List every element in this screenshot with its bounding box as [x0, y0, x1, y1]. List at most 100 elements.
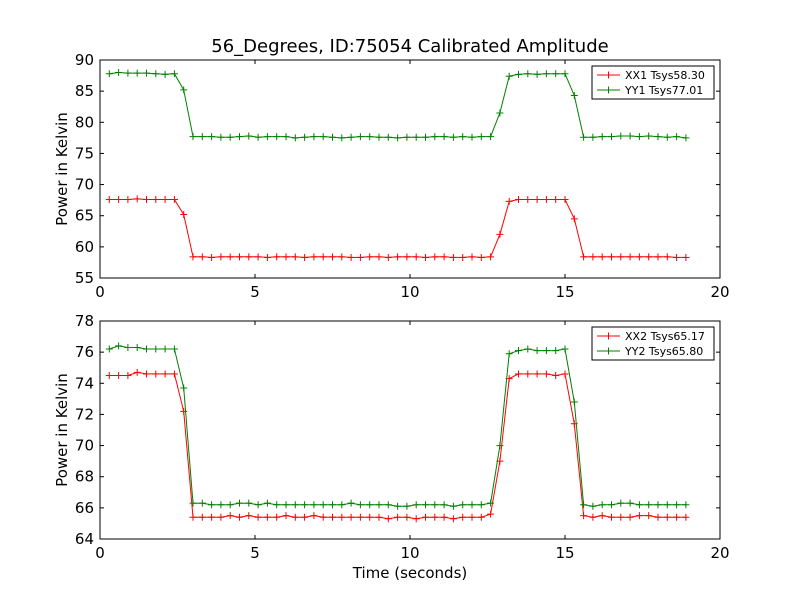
- top-series-1-point: [254, 253, 262, 261]
- bottom-series-2-point: [143, 345, 150, 353]
- top-series-2-point: [254, 133, 262, 141]
- bottom-series-2-point: [189, 499, 197, 507]
- bottom-plot: 0 5 10 15 20 64 66 68 70 72 74 76 78 Power in Kelvin X…: [53, 312, 730, 562]
- bottom-series-2-point: [356, 501, 364, 509]
- top-x-tick-label: 15: [555, 283, 574, 301]
- top-series-2-point: [356, 133, 364, 141]
- bottom-series-1-point: [524, 370, 532, 378]
- bottom-legend-label-1: XX2 Tsys65.17: [625, 330, 705, 343]
- top-series-2-point: [608, 133, 615, 141]
- top-series-2-point: [663, 133, 671, 141]
- bottom-series-1-point: [412, 515, 420, 523]
- top-series-2-point: [431, 133, 439, 141]
- top-series-2-point: [375, 133, 383, 141]
- bottom-series-2-point: [152, 345, 160, 353]
- bottom-series-2-point: [161, 345, 169, 353]
- top-x-tick-label: 5: [250, 283, 260, 301]
- bottom-series-1-point: [133, 368, 141, 376]
- top-series-2-point: [217, 133, 225, 141]
- top-series-2-point: [319, 133, 327, 141]
- top-series-1-point: [542, 196, 550, 204]
- bottom-y-tick-label: 72: [75, 405, 94, 423]
- bottom-series-1-point: [319, 513, 327, 521]
- top-series-1-point: [635, 253, 643, 261]
- bottom-series-2-point: [384, 501, 392, 509]
- top-series-2-point: [524, 70, 532, 78]
- bottom-series-2-point: [570, 398, 578, 406]
- top-series-2-point: [682, 134, 690, 142]
- top-series-2-point: [570, 92, 578, 100]
- bottom-series-1-point: [645, 512, 653, 520]
- top-series-2-point: [468, 133, 476, 141]
- top-series-1-point: [143, 196, 150, 204]
- top-series-1-point: [161, 196, 169, 204]
- bottom-series-1-point: [143, 370, 150, 378]
- bottom-series-2-point: [319, 501, 327, 509]
- top-series-2-point: [626, 132, 634, 140]
- bottom-series-2-point: [282, 501, 290, 509]
- bottom-series-1-point: [236, 513, 243, 521]
- bottom-series-2-point: [580, 501, 588, 509]
- top-series-1-point: [198, 253, 206, 261]
- bottom-series-2-point: [431, 501, 439, 509]
- top-series-2-point: [394, 134, 402, 142]
- bottom-legend-box: [591, 326, 715, 361]
- top-series-1-point: [394, 253, 402, 261]
- bottom-series-1-point: [515, 370, 522, 378]
- top-series-2-point: [152, 70, 160, 78]
- bottom-series-2-point: [496, 442, 504, 450]
- bottom-series-2-point: [654, 501, 662, 509]
- top-series-1-point: [115, 196, 123, 204]
- bottom-series-1-point: [542, 370, 550, 378]
- top-series-2-point: [496, 109, 504, 117]
- top-series-1-point: [356, 253, 364, 261]
- bottom-series-2-point: [440, 501, 448, 509]
- bottom-series-2-point: [542, 347, 550, 355]
- top-series-2-point: [673, 133, 681, 141]
- top-series-1-point: [403, 253, 411, 261]
- top-x-tick-label: 0: [95, 283, 105, 301]
- top-series-1-point: [152, 196, 160, 204]
- top-y-tick-label: 75: [75, 144, 94, 162]
- bottom-series-1-point: [198, 513, 206, 521]
- top-series-1-point: [208, 253, 216, 261]
- top-series-1-point: [301, 253, 309, 261]
- top-series-1-point: [496, 230, 504, 238]
- top-series-1-point: [412, 253, 420, 261]
- bottom-series-2-point: [608, 501, 615, 509]
- bottom-series-1-point: [431, 513, 439, 521]
- bottom-y-tick-label: 78: [75, 312, 94, 330]
- bottom-series-1-point: [552, 372, 560, 379]
- bottom-series-1-point: [580, 512, 588, 520]
- bottom-series-1-point: [263, 513, 271, 521]
- bottom-series-2-point: [524, 345, 532, 353]
- bottom-x-tick-label: 5: [250, 544, 260, 562]
- bottom-series-2-point: [236, 499, 243, 507]
- bottom-x-tick-label: 0: [95, 544, 105, 562]
- bottom-series-2-point: [626, 499, 634, 507]
- top-series-1-point: [440, 253, 448, 261]
- top-series-1-point: [589, 253, 597, 261]
- bottom-series-2-point: [561, 345, 569, 353]
- bottom-series-2-point: [180, 384, 188, 392]
- bottom-series-1-point: [663, 513, 671, 521]
- top-series-1-point: [189, 253, 197, 261]
- bottom-series-2-point: [329, 501, 336, 509]
- top-y-tick-label: 60: [75, 238, 94, 256]
- top-x-tick-label: 10: [400, 283, 419, 301]
- top-series-2-point: [263, 133, 271, 141]
- top-series-1-point: [338, 253, 346, 261]
- bottom-series-2-point: [663, 501, 671, 509]
- top-series-1-point: [236, 253, 243, 261]
- top-series-2-point: [477, 133, 485, 141]
- top-legend-label-2: YY1 Tsys77.01: [624, 84, 703, 97]
- top-series-2-point: [384, 133, 392, 141]
- top-series-2-point: [282, 133, 290, 141]
- top-series-2-point: [236, 133, 243, 141]
- bottom-series-1-point: [347, 513, 355, 521]
- top-series-1-point: [180, 210, 188, 218]
- bottom-series-1-point: [152, 370, 160, 378]
- top-legend-label-1: XX1 Tsys58.30: [625, 69, 705, 82]
- bottom-series-2-point: [617, 499, 625, 507]
- top-series-2-point: [338, 134, 346, 142]
